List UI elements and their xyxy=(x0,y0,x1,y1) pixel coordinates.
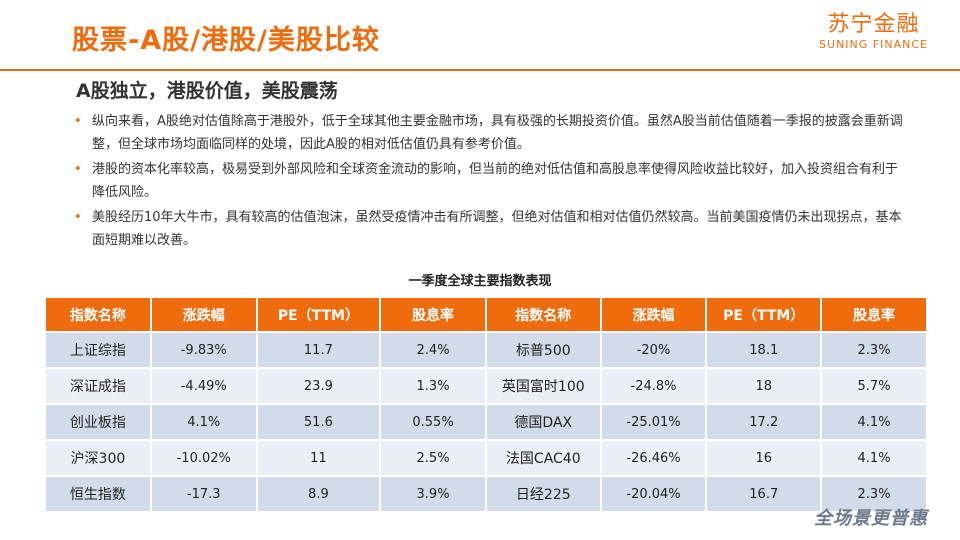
table-cell: 深证成指 xyxy=(44,367,152,405)
table-cell: 17.2 xyxy=(705,403,823,441)
bullet-list: • 纵向来看，A股绝对估值除高于港股外，低于全球其他主要金融市场，具有极强的长期投… xyxy=(74,110,904,254)
table-cell: -20.04% xyxy=(599,475,708,513)
table-title: 一季度全球主要指数表现 xyxy=(408,274,552,289)
bullet-dot-icon: • xyxy=(74,114,82,129)
table-cell: 4.1% xyxy=(149,403,258,441)
column-header: PE（TTM） xyxy=(255,296,382,333)
table-cell: 18 xyxy=(705,367,823,405)
table-cell: 0.55% xyxy=(379,403,487,441)
table-cell: 4.1% xyxy=(820,439,928,477)
table-cell: -10.02% xyxy=(149,439,258,477)
table-row: 恒生指数 -17.3 8.9 3.9% 日经225 -20.04% 16.7 2… xyxy=(44,475,928,513)
table-cell: 创业板指 xyxy=(44,403,152,441)
table-cell: 2.3% xyxy=(820,475,928,513)
bullet-text: 美股经历10年大牛市，具有较高的估值泡沫，虽然受疫情冲击有所调整，但绝对估值和相… xyxy=(92,210,902,248)
bullet-text: 纵向来看，A股绝对估值除高于港股外，低于全球其他主要金融市场，具有极强的长期投资… xyxy=(92,114,903,152)
table-cell: 8.9 xyxy=(255,475,382,513)
header-divider xyxy=(0,69,960,71)
logo-english-text: SUNING FINANCE xyxy=(819,38,928,51)
table-cell: 2.3% xyxy=(820,331,928,369)
column-header: 指数名称 xyxy=(484,296,602,333)
table-cell: 上证综指 xyxy=(44,331,152,369)
table-cell: 1.3% xyxy=(379,367,487,405)
table-cell: 英国富时100 xyxy=(484,367,602,405)
column-header: PE（TTM） xyxy=(705,296,823,333)
column-header: 涨跌幅 xyxy=(599,296,708,333)
table-cell: 标普500 xyxy=(484,331,602,369)
bullet-item: • 港股的资本化率较高，极易受到外部风险和全球资金流动的影响，但当前的绝对低估值和… xyxy=(74,158,904,204)
logo-chinese-text: 苏宁金融 xyxy=(827,12,920,37)
table-cell: -17.3 xyxy=(149,475,258,513)
table-cell: 51.6 xyxy=(255,403,382,441)
column-header: 涨跌幅 xyxy=(149,296,258,333)
table-cell: -26.46% xyxy=(599,439,708,477)
page-title: 股票-A股/港股/美股比较 xyxy=(72,25,380,56)
table-cell: 法国CAC40 xyxy=(484,439,602,477)
suning-finance-logo: 苏宁金融 SUNING FINANCE xyxy=(819,12,928,52)
table-header-row: 指数名称 涨跌幅 PE（TTM） 股息率 指数名称 涨跌幅 PE（TTM） 股息… xyxy=(44,296,928,333)
bullet-item: • 美股经历10年大牛市，具有较高的估值泡沫，虽然受疫情冲击有所调整，但绝对估值和… xyxy=(74,206,904,252)
table-cell: 18.1 xyxy=(705,331,823,369)
table-row: 创业板指 4.1% 51.6 0.55% 德国DAX -25.01% 17.2 … xyxy=(44,403,928,441)
index-performance-table: 指数名称 涨跌幅 PE（TTM） 股息率 指数名称 涨跌幅 PE（TTM） 股息… xyxy=(44,296,928,513)
footer-slogan: 全场景更普惠 xyxy=(814,508,928,529)
column-header: 指数名称 xyxy=(44,296,152,333)
table-cell: 日经225 xyxy=(484,475,602,513)
column-header: 股息率 xyxy=(820,296,928,333)
table-row: 上证综指 -9.83% 11.7 2.4% 标普500 -20% 18.1 2.… xyxy=(44,331,928,369)
table-cell: -20% xyxy=(599,331,708,369)
column-header: 股息率 xyxy=(379,296,487,333)
table-cell: 16.7 xyxy=(705,475,823,513)
table-cell: 德国DAX xyxy=(484,403,602,441)
table-row: 沪深300 -10.02% 11 2.5% 法国CAC40 -26.46% 16… xyxy=(44,439,928,477)
bullet-item: • 纵向来看，A股绝对估值除高于港股外，低于全球其他主要金融市场，具有极强的长期投… xyxy=(74,110,904,156)
table-cell: -25.01% xyxy=(599,403,708,441)
table-cell: 恒生指数 xyxy=(44,475,152,513)
section-subtitle: A股独立，港股价值，美股震荡 xyxy=(76,80,338,102)
table-row: 深证成指 -4.49% 23.9 1.3% 英国富时100 -24.8% 18 … xyxy=(44,367,928,405)
table-cell: -9.83% xyxy=(149,331,258,369)
table-cell: 16 xyxy=(705,439,823,477)
bullet-dot-icon: • xyxy=(74,210,82,225)
table-cell: 沪深300 xyxy=(44,439,152,477)
table-cell: 23.9 xyxy=(255,367,382,405)
bullet-dot-icon: • xyxy=(74,162,82,177)
table-cell: 3.9% xyxy=(379,475,487,513)
table-cell: 5.7% xyxy=(820,367,928,405)
table-cell: -24.8% xyxy=(599,367,708,405)
table-cell: 4.1% xyxy=(820,403,928,441)
table-cell: 2.4% xyxy=(379,331,487,369)
bullet-text: 港股的资本化率较高，极易受到外部风险和全球资金流动的影响，但当前的绝对低估值和高… xyxy=(92,162,899,200)
table-cell: -4.49% xyxy=(149,367,258,405)
table-cell: 11.7 xyxy=(255,331,382,369)
table-cell: 11 xyxy=(255,439,382,477)
table-cell: 2.5% xyxy=(379,439,487,477)
